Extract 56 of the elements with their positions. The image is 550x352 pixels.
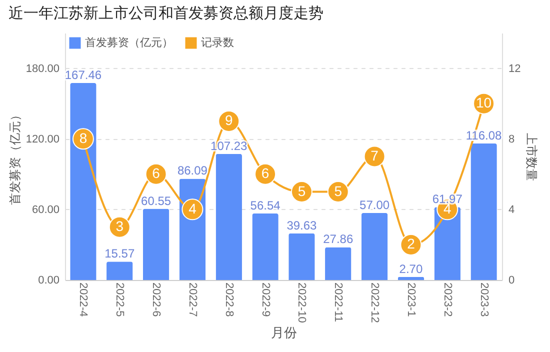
data-label: 60.55 — [141, 194, 172, 208]
y2-tick-label: 4 — [508, 204, 515, 216]
bar — [252, 214, 278, 280]
bar — [361, 212, 388, 280]
y-tick-label: 0.00 — [38, 274, 60, 286]
x-tick-label: 2023-2 — [441, 282, 454, 317]
x-tick-label: 2022-4 — [77, 282, 90, 317]
y2-tick-label: 12 — [508, 62, 521, 75]
x-tick-label: 2022-12 — [368, 282, 381, 323]
bar — [470, 143, 497, 280]
bar — [398, 276, 424, 280]
data-label: 27.86 — [323, 232, 354, 246]
data-label: 2 — [407, 236, 416, 252]
data-label: 56.54 — [250, 198, 281, 212]
chart-title: 近一年江苏新上市公司和首发募资总额月度走势 — [8, 5, 324, 22]
data-label: 8 — [79, 130, 88, 146]
data-label: 6 — [152, 165, 160, 182]
bar — [216, 154, 242, 280]
data-label: 57.00 — [360, 198, 390, 212]
data-label: 5 — [334, 182, 342, 199]
x-tick-label: 2022-11 — [332, 282, 344, 322]
bar — [325, 247, 352, 280]
data-label: 5 — [298, 182, 306, 199]
y-axis-title: 首发募资（亿元） — [8, 109, 22, 205]
data-label: 4 — [188, 200, 197, 216]
x-tick-label: 2023-1 — [404, 282, 417, 317]
bar — [142, 208, 170, 280]
data-label: 7 — [370, 148, 379, 164]
legend-label: 首发募资（亿元） — [85, 36, 173, 49]
data-label: 15.57 — [104, 246, 135, 261]
legend-label: 记录数 — [201, 37, 234, 49]
data-label: 10 — [476, 94, 492, 111]
bar — [106, 262, 133, 280]
bar — [70, 83, 96, 280]
y-tick-label: 180.00 — [26, 62, 60, 75]
y2-tick-label: 8 — [508, 133, 515, 146]
data-label: 2.70 — [399, 262, 423, 276]
data-label: 167.46 — [64, 68, 102, 82]
data-label: 6 — [261, 165, 270, 182]
y2-tick-label: 0 — [508, 274, 515, 286]
x-tick-label: 2023-3 — [478, 282, 490, 317]
data-label: 39.63 — [286, 218, 318, 232]
data-label: 3 — [116, 218, 124, 234]
data-label: 86.09 — [177, 164, 208, 178]
bar — [288, 233, 315, 280]
y-tick-label: 120.00 — [26, 133, 60, 146]
x-tick-label: 2022-8 — [222, 282, 235, 317]
x-tick-label: 2022-9 — [259, 282, 272, 317]
x-tick-label: 2022-10 — [296, 282, 308, 323]
x-tick-label: 2022-7 — [186, 282, 198, 317]
x-tick-label: 2022-5 — [114, 282, 126, 317]
x-tick-label: 2022-6 — [150, 282, 162, 317]
y-tick-label: 60.00 — [32, 204, 60, 216]
x-axis-title: 月份 — [271, 324, 297, 340]
y2-axis-title: 上市数量 — [524, 133, 539, 181]
data-label: 9 — [224, 112, 233, 128]
